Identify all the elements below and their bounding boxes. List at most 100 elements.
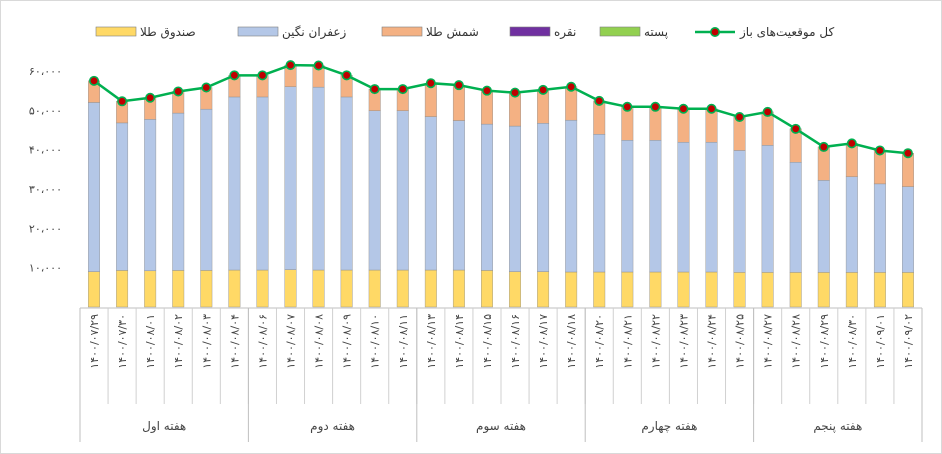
y-tick-label: ۳۰،۰۰۰ [29, 183, 62, 196]
legend-swatch-1 [95, 26, 137, 37]
total-line-marker [622, 101, 633, 112]
legend-label-3: شمش طلا [426, 25, 479, 40]
x-axis: ۱۴۰۰/۰۷/۲۹ ۱۴۰۰/۰۷/۳۰ ۱۴۰۰/۰۸/۰۱ ۱۴۰۰/۰۸/۰۲… [79, 307, 923, 442]
week-group-label: هفته پنجم [813, 419, 862, 433]
bar-segment-2 [284, 86, 297, 270]
bar-segment-2 [873, 183, 886, 273]
total-line-marker [341, 70, 352, 81]
bar-segment-2 [368, 110, 381, 271]
bar-segment-1 [593, 271, 606, 308]
bar-segment-2 [481, 123, 493, 271]
bar-segment-1 [368, 269, 381, 308]
bar-segment-1 [396, 269, 409, 308]
bar-segment-2 [845, 176, 858, 273]
y-axis: ۱۰،۰۰۰ ۲۰،۰۰۰ ۳۰،۰۰۰ ۴۰،۰۰۰ ۵۰،۰۰۰ ۶۰،۰۰۰ [29, 65, 62, 275]
total-line-marker [678, 103, 689, 114]
x-tick-label: ۱۴۰۰/۰۷/۲۹ [88, 314, 101, 369]
bar-segment-3 [649, 106, 662, 141]
bar-segment-3 [873, 150, 886, 185]
bar-segment-3 [452, 84, 465, 121]
legend-line-marker [709, 26, 720, 37]
bar-segment-3 [621, 106, 634, 141]
legend-label-line: کل موقعیت‌های باز [739, 25, 834, 40]
bar-segment-1 [845, 272, 858, 308]
bar-segment-1 [761, 272, 774, 308]
bar-segment-1 [817, 272, 830, 308]
bar-segment-3 [677, 108, 690, 143]
total-line-marker [818, 141, 829, 152]
total-line-marker [229, 70, 240, 81]
total-line-marker [846, 138, 857, 149]
bar-segment-2 [228, 96, 241, 271]
bars [88, 64, 914, 308]
bar-segment-2 [902, 186, 914, 273]
y-tick-label: ۶۰،۰۰۰ [29, 65, 62, 78]
bar-segment-1 [172, 270, 185, 308]
total-line-marker [566, 81, 577, 92]
x-tick-label: ۱۴۰۰/۰۸/۲۴ [706, 314, 719, 369]
bar-segment-3 [424, 82, 437, 117]
y-tick-label: ۵۰،۰۰۰ [29, 104, 62, 117]
bar-segment-3 [537, 89, 550, 124]
bar-segment-2 [200, 108, 213, 271]
bar-segment-2 [817, 180, 830, 273]
bar-segment-2 [88, 102, 100, 272]
bar-segment-1 [873, 272, 886, 308]
x-tick-label: ۱۴۰۰/۰۸/۱۱ [397, 314, 410, 369]
x-tick-label: ۱۴۰۰/۰۹/۰۱ [874, 314, 887, 369]
total-line-marker [145, 92, 156, 103]
total-line-marker [790, 123, 801, 134]
total-line-marker [257, 70, 268, 81]
x-tick-label: ۱۴۰۰/۰۸/۱۷ [537, 314, 550, 369]
x-tick-label: ۱۴۰۰/۰۸/۲۰ [593, 314, 606, 369]
bar-segment-1 [88, 271, 100, 308]
bar-segment-2 [677, 141, 690, 273]
x-tick-label: ۱۴۰۰/۰۸/۰۴ [228, 314, 241, 369]
legend: صندوق طلا زعفران نگین شمش طلا نقره پسته کل مو… [95, 25, 834, 40]
bar-segment-2 [340, 96, 353, 271]
y-tick-label: ۴۰،۰۰۰ [29, 144, 62, 157]
bar-segment-2 [593, 134, 606, 273]
x-tick-label: ۱۴۰۰/۰۸/۳۰ [846, 314, 859, 369]
x-tick-label: ۱۴۰۰/۰۸/۰۸ [313, 314, 326, 369]
bar-segment-1 [481, 270, 493, 308]
bar-segment-3 [817, 146, 830, 181]
bar-segment-3 [509, 92, 521, 127]
x-tick-label: ۱۴۰۰/۰۸/۲۲ [649, 314, 662, 369]
total-line-marker [453, 80, 464, 91]
total-line-marker [510, 87, 521, 98]
bar-segment-1 [452, 269, 465, 308]
bar-segment-3 [845, 143, 858, 178]
bar-segment-1 [621, 271, 634, 308]
bar-segment-2 [256, 96, 269, 271]
x-tick-label: ۱۴۰۰/۰۸/۱۸ [565, 314, 578, 369]
legend-swatch-2 [237, 26, 279, 37]
total-line-marker [650, 101, 661, 112]
bar-segment-1 [509, 271, 521, 308]
bar-segment-1 [705, 271, 718, 308]
bar-segment-3 [789, 128, 802, 163]
total-line-marker [201, 82, 212, 93]
total-line-marker [734, 112, 745, 123]
bar-segment-1 [144, 270, 157, 308]
x-tick-label: ۱۴۰۰/۰۸/۰۳ [200, 314, 213, 369]
total-line-marker [481, 85, 492, 96]
bar-segment-3 [565, 86, 578, 121]
bar-segment-2 [396, 110, 409, 271]
total-line-marker [313, 60, 324, 71]
legend-label-5: پسته [644, 25, 668, 39]
x-tick-label: ۱۴۰۰/۰۸/۲۸ [790, 314, 803, 369]
bar-segment-3 [902, 153, 914, 187]
bar-segment-1 [649, 271, 662, 308]
bar-segment-2 [789, 162, 802, 273]
bar-segment-2 [621, 140, 634, 273]
x-tick-label: ۱۴۰۰/۰۸/۰۶ [256, 314, 269, 369]
bar-segment-2 [509, 125, 521, 272]
total-line-path [93, 63, 909, 155]
bar-segment-1 [284, 269, 297, 308]
x-tick-label: ۱۴۰۰/۰۸/۲۱ [621, 314, 634, 369]
legend-label-2: زعفران نگین [282, 25, 347, 40]
total-line-marker [369, 84, 380, 95]
bar-segment-1 [340, 269, 353, 308]
